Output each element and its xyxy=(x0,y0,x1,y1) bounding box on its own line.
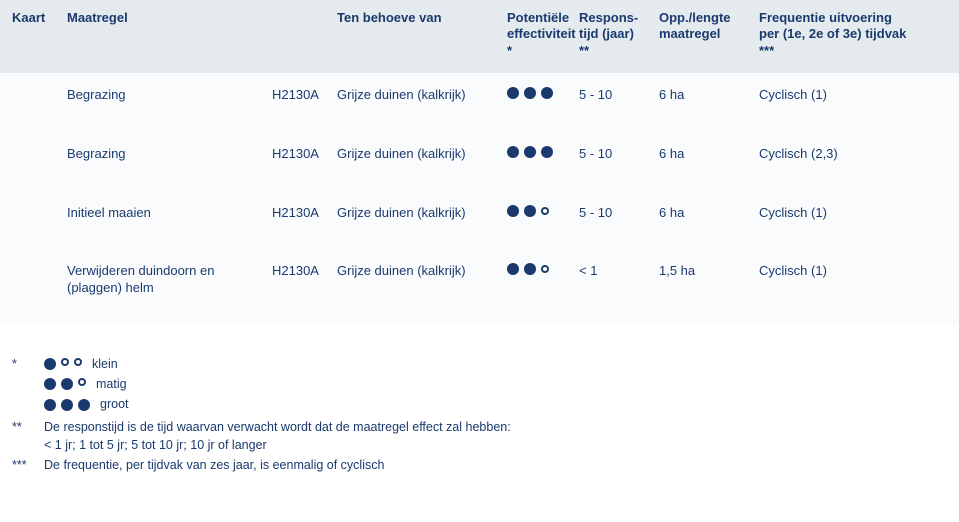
cell-freq: Cyclisch (2,3) xyxy=(759,146,939,161)
footnote-mark: *** xyxy=(12,456,44,474)
col-header-responstijd: Respons- tijd (jaar) ** xyxy=(579,10,659,59)
cell-opp: 6 ha xyxy=(659,87,759,102)
dot-filled-icon xyxy=(44,378,56,390)
col-header-text: * xyxy=(507,43,512,58)
cell-naam: Grijze duinen (kalkrijk) xyxy=(337,205,507,220)
col-header-tenbehoeve: Ten behoeve van xyxy=(337,10,507,26)
col-header-text: effectiviteit xyxy=(507,26,576,41)
dot-filled-icon xyxy=(541,146,553,158)
col-header-text: Frequentie uitvoering xyxy=(759,10,892,25)
dot-filled-icon xyxy=(507,87,519,99)
dot-empty-icon xyxy=(78,378,86,386)
col-header-text: tijd (jaar) xyxy=(579,26,634,41)
effect-dots xyxy=(507,205,573,217)
dot-filled-icon xyxy=(44,358,56,370)
legend-line: klein xyxy=(44,355,947,373)
cell-naam: Grijze duinen (kalkrijk) xyxy=(337,146,507,161)
footnote-line: De responstijd is de tijd waarvan verwac… xyxy=(44,420,511,434)
cell-code: H2130A xyxy=(272,205,337,220)
cell-opp: 1,5 ha xyxy=(659,263,759,278)
cell-opp: 6 ha xyxy=(659,205,759,220)
cell-respons: 5 - 10 xyxy=(579,205,659,220)
cell-effect xyxy=(507,146,579,158)
cell-respons: 5 - 10 xyxy=(579,146,659,161)
footnote-text: De frequentie, per tijdvak van zes jaar,… xyxy=(44,456,947,474)
col-header-maatregel: Maatregel xyxy=(67,10,272,26)
cell-maatregel: Begrazing xyxy=(67,87,272,104)
cell-respons: 5 - 10 xyxy=(579,87,659,102)
table-row: Initieel maaienH2130AGrijze duinen (kalk… xyxy=(0,191,959,250)
effect-dots xyxy=(507,146,573,158)
cell-freq: Cyclisch (1) xyxy=(759,87,939,102)
table-row: Verwijderen duindoorn en (plaggen) helmH… xyxy=(0,249,959,325)
effect-dots xyxy=(507,87,573,99)
cell-naam: Grijze duinen (kalkrijk) xyxy=(337,87,507,102)
table-row: BegrazingH2130AGrijze duinen (kalkrijk) 5… xyxy=(0,73,959,132)
legend-label: klein xyxy=(92,355,118,373)
legend-line: matig xyxy=(44,375,947,393)
dot-filled-icon xyxy=(507,146,519,158)
dot-empty-icon xyxy=(541,207,549,215)
col-header-text: Potentiële xyxy=(507,10,569,25)
effect-dots xyxy=(44,399,90,411)
cell-code: H2130A xyxy=(272,146,337,161)
effect-dots xyxy=(44,358,82,370)
cell-maatregel: Begrazing xyxy=(67,146,272,163)
footnote-mark: * xyxy=(12,355,44,373)
cell-effect xyxy=(507,263,579,275)
cell-opp: 6 ha xyxy=(659,146,759,161)
cell-naam: Grijze duinen (kalkrijk) xyxy=(337,263,507,278)
cell-maatregel: Verwijderen duindoorn en (plaggen) helm xyxy=(67,263,272,297)
dot-filled-icon xyxy=(44,399,56,411)
cell-effect xyxy=(507,87,579,99)
measures-table: Kaart Maatregel Ten behoeve van Potentië… xyxy=(0,0,959,325)
table-header: Kaart Maatregel Ten behoeve van Potentië… xyxy=(0,0,959,73)
legend-line: groot xyxy=(44,395,947,413)
footnote-1: * klein matig groot xyxy=(12,355,947,415)
table-body: BegrazingH2130AGrijze duinen (kalkrijk)5… xyxy=(0,73,959,325)
legend-label: groot xyxy=(100,395,129,413)
col-header-kaart: Kaart xyxy=(12,10,67,26)
footnote-2: ** De responstijd is de tijd waarvan ver… xyxy=(12,418,947,454)
col-header-text: maatregel xyxy=(659,26,720,41)
footnotes: * klein matig groot ** De responstijd is d… xyxy=(0,325,959,486)
col-header-frequentie: Frequentie uitvoering per (1e, 2e of 3e)… xyxy=(759,10,939,59)
dot-filled-icon xyxy=(78,399,90,411)
col-header-text: Respons- xyxy=(579,10,638,25)
cell-code: H2130A xyxy=(272,263,337,278)
cell-freq: Cyclisch (1) xyxy=(759,205,939,220)
cell-code: H2130A xyxy=(272,87,337,102)
dot-filled-icon xyxy=(61,378,73,390)
col-header-effectiviteit: Potentiële effectiviteit * xyxy=(507,10,579,59)
cell-respons: < 1 xyxy=(579,263,659,278)
dot-filled-icon xyxy=(507,263,519,275)
dot-filled-icon xyxy=(524,205,536,217)
cell-effect xyxy=(507,205,579,217)
col-header-text: per (1e, 2e of 3e) tijdvak xyxy=(759,26,906,41)
dot-filled-icon xyxy=(524,263,536,275)
dot-filled-icon xyxy=(61,399,73,411)
dot-filled-icon xyxy=(524,146,536,158)
dot-filled-icon xyxy=(507,205,519,217)
dot-empty-icon xyxy=(74,358,82,366)
dot-filled-icon xyxy=(524,87,536,99)
dot-empty-icon xyxy=(61,358,69,366)
col-header-text: *** xyxy=(759,43,774,58)
footnote-line: < 1 jr; 1 tot 5 jr; 5 tot 10 jr; 10 jr o… xyxy=(44,438,267,452)
footnote-3: *** De frequentie, per tijdvak van zes j… xyxy=(12,456,947,474)
col-header-opp: Opp./lengte maatregel xyxy=(659,10,759,43)
legend-label: matig xyxy=(96,375,127,393)
footnote-mark: ** xyxy=(12,418,44,436)
footnote-text: De responstijd is de tijd waarvan verwac… xyxy=(44,418,947,454)
dot-filled-icon xyxy=(541,87,553,99)
effect-legend: klein matig groot xyxy=(44,355,947,415)
effect-dots xyxy=(44,378,86,390)
cell-maatregel: Initieel maaien xyxy=(67,205,272,222)
col-header-text: Opp./lengte xyxy=(659,10,731,25)
cell-freq: Cyclisch (1) xyxy=(759,263,939,278)
effect-dots xyxy=(507,263,573,275)
table-row: BegrazingH2130AGrijze duinen (kalkrijk) 5… xyxy=(0,132,959,191)
col-header-text: ** xyxy=(579,43,589,58)
dot-empty-icon xyxy=(541,265,549,273)
